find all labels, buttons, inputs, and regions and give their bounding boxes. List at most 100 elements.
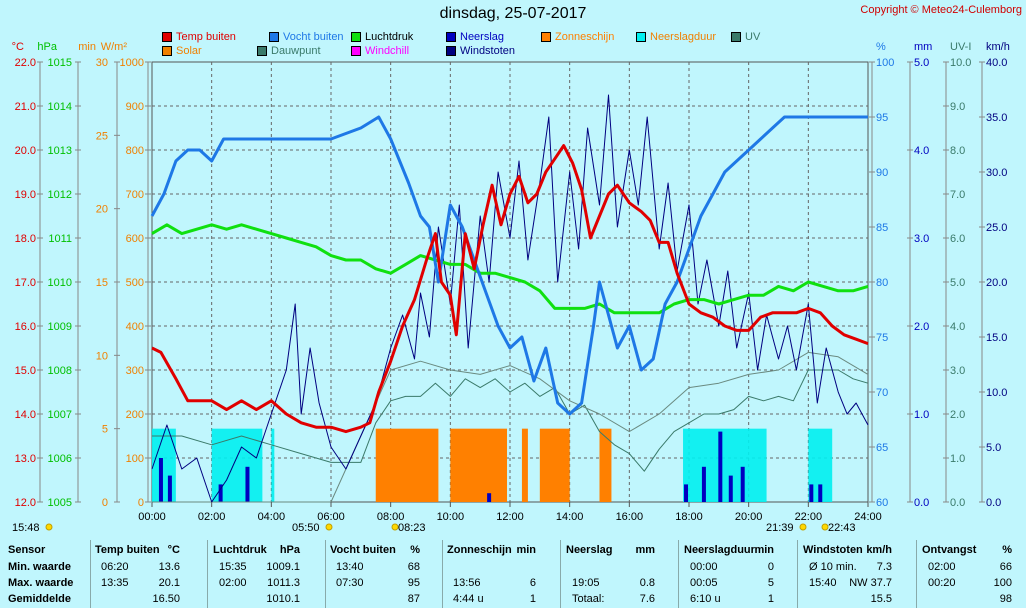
axis-unit: mm [914,41,932,53]
stat-row-label: Gemiddelde [8,593,71,605]
time-label: 21:39 [766,522,794,534]
stat-time: Ø 10 min. [809,561,857,573]
stat-header: Temp buiten [95,544,160,556]
stat-divider [207,540,208,608]
axis-tick-label: 1009 [48,321,72,333]
axis-tick-label: 90 [876,167,888,179]
statistics-table: Sensor Temp buiten °C Luchtdruk hPa Vocht bui… [0,540,1026,608]
stat-time: 07:30 [336,577,364,589]
stat-header-unit: min [516,544,536,556]
axis-tick-label: 300 [126,365,144,377]
axis-tick-label: 0.0 [914,497,929,509]
stat-value: 15.5 [870,593,892,605]
x-tick-label: 06:00 [317,511,345,523]
temp-buiten-line [151,144,869,434]
stat-divider [325,540,326,608]
time-label: 15:48 [12,522,40,534]
stat-time: 13:56 [453,577,481,589]
axis-tick-label: 40.0 [986,57,1007,69]
axis-tick-label: 1012 [48,189,72,201]
stat-value: 6 [529,577,536,589]
legend-item: Vocht buiten [269,31,344,43]
zonneschijn-bar [521,428,528,502]
stat-time: 13:40 [336,561,364,573]
stat-header-unit: % [410,544,420,556]
legend-item: Luchtdruk [351,31,413,43]
axis-tick-label: 75 [876,332,888,344]
axis-tick-label: 0 [138,497,144,509]
axis-tick-label: 1013 [48,145,72,157]
stat-time: 4:44 u [453,593,484,605]
axis-tick-label: 4.0 [950,321,965,333]
neerslag-bar [818,484,823,502]
stat-divider [916,540,917,608]
axis-tick-label: 600 [126,233,144,245]
stat-header-unit: min [754,544,774,556]
stat-value: 98 [999,593,1012,605]
axis-unit: UV-I [950,41,971,53]
stat-header-unit: km/h [866,544,892,556]
stat-value: 16.50 [152,593,180,605]
axis-tick-label: 1.0 [950,453,965,465]
axis-tick-label: 0.0 [986,497,1001,509]
stat-time: 6:10 u [690,593,721,605]
axis-tick-label: 22.0 [15,57,36,69]
stat-time: 00:20 [928,577,956,589]
time-icon [391,523,399,531]
axis-tick-label: 65 [876,442,888,454]
axis-tick-label: 800 [126,145,144,157]
line-series [150,94,869,503]
bar-series [152,428,833,502]
page-title: dinsdag, 25-07-2017 [439,5,587,22]
sun-icon: 05:50 [292,522,333,534]
copyright-link[interactable]: Copyright © Meteo24-Culemborg [860,4,1022,16]
time-icon [45,523,53,531]
stat-value: 95 [407,577,420,589]
axis-tick-label: 1010 [48,277,72,289]
time-icon [821,523,829,531]
axis-tick-label: 10.0 [950,57,971,69]
neerslag-bar [728,475,733,502]
stat-time: 00:00 [690,561,718,573]
legend-label: Neerslagduur [650,31,717,43]
neerslag-bar [158,458,163,502]
axis-tick-label: 95 [876,112,888,124]
axis-tick-label: 0 [102,497,108,509]
legend-item: Windchill [351,45,409,57]
pressure-axis: hPa 1015 1014 1013 1012 1011 1010 1009 1008 1007 1… [37,41,81,509]
temp-axis: °C 22.0 21.0 20.0 19.0 18.0 17.0 16.0 15.0 14.0 13… [12,41,43,509]
axis-tick-label: 7.0 [950,189,965,201]
axis-unit: % [876,41,886,53]
legend-label: Solar [176,45,202,57]
stat-header: Neerslagduur [684,544,755,556]
stat-value: 5 [767,577,774,589]
legend-swatch [162,32,172,42]
weather-chart: °C 22.0 21.0 20.0 19.0 18.0 17.0 16.0 15.0 14.0 13… [12,41,1010,534]
stat-time: 00:05 [690,577,718,589]
axis-tick-label: 20.0 [986,277,1007,289]
moon-icon: 15:48 [12,522,53,534]
neerslag-bar [718,431,723,502]
legend-swatch [351,32,361,42]
neerslag-bar [167,475,172,502]
time-label: 22:43 [828,522,856,534]
x-tick-label: 14:00 [556,511,584,523]
x-tick-label: 20:00 [735,511,763,523]
legend-item: UV [731,31,760,43]
legend-label: Windstoten [460,45,516,57]
axis-tick-label: 16.0 [15,321,36,333]
stat-value: 20.1 [158,577,180,589]
axis-unit: hPa [37,41,57,53]
stat-value: 0.8 [639,577,655,589]
axis-tick-label: 15 [96,277,108,289]
axis-tick-label: 5.0 [950,277,965,289]
stat-divider [560,540,561,608]
legend-item: Solar [162,45,202,57]
legend-label: Zonneschijn [555,31,615,43]
axis-tick-label: 1000 [120,57,144,69]
legend-label: Dauwpunt [271,45,321,57]
axis-tick-label: 20 [96,204,108,216]
stat-value: 1009.1 [266,561,300,573]
stat-header: Ontvangst [922,544,977,556]
